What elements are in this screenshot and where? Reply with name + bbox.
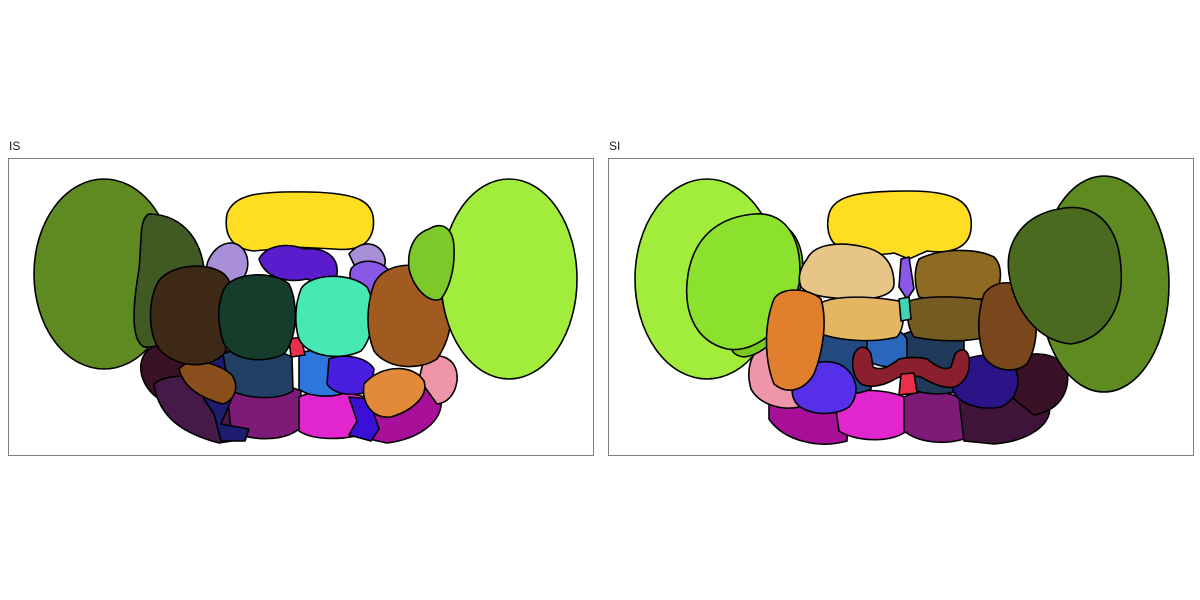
region-mid-tan [816, 296, 905, 342]
region-right-outer-lobe [440, 178, 578, 380]
region-left-orange [765, 289, 825, 391]
region-left-brown [149, 265, 236, 366]
region-dorsal-cap [826, 190, 973, 260]
region-right-inner-lobe [407, 224, 455, 301]
brain-section-si [634, 175, 1170, 445]
panel-si [608, 158, 1194, 456]
region-dark-red-arch [851, 346, 971, 389]
panel-title-is: IS [9, 139, 21, 153]
brain-section-is [33, 178, 578, 444]
panel-is [8, 158, 594, 456]
region-dorsal-cap [225, 191, 375, 252]
region-center-turquoise [295, 275, 374, 358]
region-center-dark-green [217, 274, 297, 361]
region-ventral-right-orange [362, 367, 426, 418]
region-center-teal [898, 296, 912, 322]
region-dorsal-purple [258, 244, 338, 285]
region-dorsal-tan [798, 243, 895, 300]
region-ventral-right-pink [418, 355, 458, 405]
panel-title-si: SI [609, 139, 621, 153]
region-right-inner-lobe [1007, 206, 1123, 345]
region-small-violet [898, 256, 915, 300]
region-center-red [898, 372, 918, 396]
